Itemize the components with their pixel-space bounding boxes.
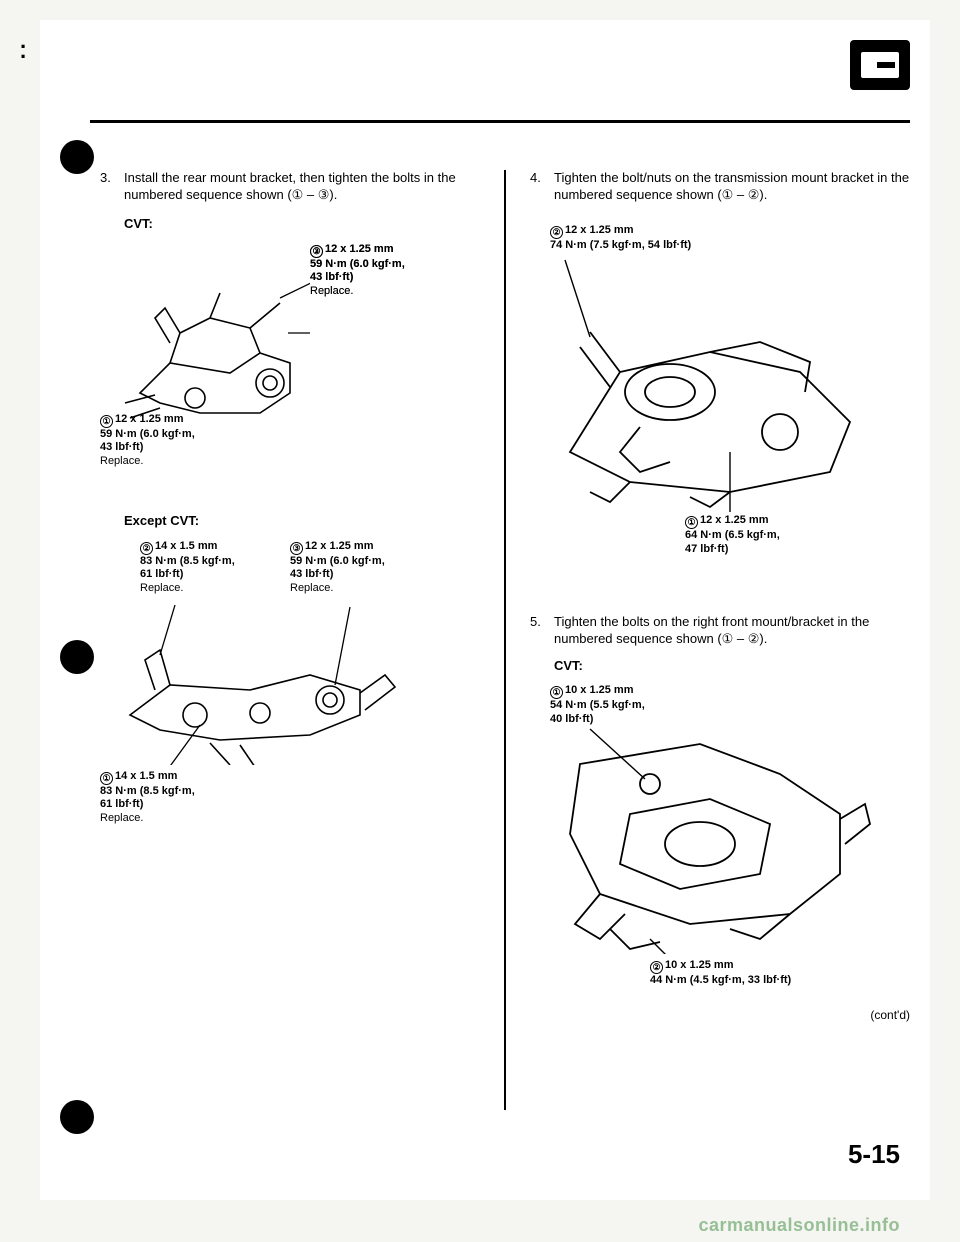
step-text: Tighten the bolt/nuts on the transmissio… xyxy=(554,170,910,204)
callout-note: Replace. xyxy=(100,455,143,467)
callout-torque: 59 N·m (6.0 kgf·m, xyxy=(100,428,195,440)
callout-torque2: 43 lbf·ft) xyxy=(100,441,143,453)
callout-torque: 83 N·m (8.5 kgf·m, xyxy=(140,555,235,567)
step-text: Tighten the bolts on the right front mou… xyxy=(554,614,910,648)
figure-cvt: ③12 x 1.25 mm 59 N·m (6.0 kgf·m, 43 lbf·… xyxy=(100,243,480,463)
watermark: carmanualsonline.info xyxy=(698,1215,900,1236)
callout-size: 12 x 1.25 mm xyxy=(565,224,634,236)
engine-icon xyxy=(850,40,910,90)
callout-size: 14 x 1.5 mm xyxy=(155,540,217,552)
callout-torque: 83 N·m (8.5 kgf·m, xyxy=(100,785,195,797)
callout-torque2: 40 lbf·ft) xyxy=(550,713,593,725)
step-3: 3. Install the rear mount bracket, then … xyxy=(100,170,480,204)
callout-torque2: 43 lbf·ft) xyxy=(310,271,353,283)
step-number: 5. xyxy=(530,614,554,648)
figure-front-mount: ①10 x 1.25 mm 54 N·m (5.5 kgf·m, 40 lbf·… xyxy=(530,684,910,994)
section-bullet xyxy=(60,640,94,674)
callout-size: 12 x 1.25 mm xyxy=(700,514,769,526)
callout-torque: 74 N·m (7.5 kgf·m, 54 lbf·ft) xyxy=(550,239,691,251)
callout-note: Replace. xyxy=(100,812,143,824)
callout-torque2: 43 lbf·ft) xyxy=(290,568,333,580)
callout-num: ① xyxy=(685,516,698,529)
header-rule xyxy=(90,120,910,123)
callout-torque2: 47 lbf·ft) xyxy=(685,543,728,555)
callout-num: ② xyxy=(550,226,563,239)
callout-torque: 44 N·m (4.5 kgf·m, 33 lbf·ft) xyxy=(650,974,791,986)
column-divider xyxy=(504,170,506,1110)
step-number: 4. xyxy=(530,170,554,204)
step-number: 3. xyxy=(100,170,124,204)
margin-dots: ·· xyxy=(20,42,27,62)
right-column: 4. Tighten the bolt/nuts on the transmis… xyxy=(510,170,910,1140)
figure-transmission-mount: ②12 x 1.25 mm 74 N·m (7.5 kgf·m, 54 lbf·… xyxy=(530,224,910,554)
cvt-label: CVT: xyxy=(124,216,480,233)
callout-num: ③ xyxy=(290,542,303,555)
callout-torque: 64 N·m (6.5 kgf·m, xyxy=(685,529,780,541)
callout-num: ② xyxy=(310,245,323,258)
contd-label: (cont'd) xyxy=(530,1008,910,1024)
callout-num: ② xyxy=(140,542,153,555)
callout-torque: 59 N·m (6.0 kgf·m, xyxy=(290,555,385,567)
callout-size: 12 x 1.25 mm xyxy=(305,540,374,552)
step-text: Install the rear mount bracket, then tig… xyxy=(124,170,480,204)
cvt-label: CVT: xyxy=(554,658,910,675)
callout-note: Replace. xyxy=(140,582,183,594)
mount-drawing xyxy=(530,724,890,954)
section-bullet xyxy=(60,140,94,174)
callout-torque: 59 N·m (6.0 kgf·m, xyxy=(310,258,405,270)
step-4: 4. Tighten the bolt/nuts on the transmis… xyxy=(530,170,910,204)
bracket-drawing xyxy=(100,595,410,765)
callout-torque: 54 N·m (5.5 kgf·m, xyxy=(550,699,645,711)
callout-torque2: 61 lbf·ft) xyxy=(140,568,183,580)
left-column: 3. Install the rear mount bracket, then … xyxy=(100,170,500,1140)
callout-note: Replace. xyxy=(290,582,333,594)
callout-num: ① xyxy=(100,415,113,428)
callout-size: 12 x 1.25 mm xyxy=(115,413,184,425)
callout-note: Replace. xyxy=(310,285,353,297)
callout-size: 10 x 1.25 mm xyxy=(565,684,634,696)
bracket-drawing xyxy=(110,263,310,433)
callout-num: ② xyxy=(650,961,663,974)
section-bullet xyxy=(60,1100,94,1134)
page-number: 5-15 xyxy=(848,1139,900,1170)
figure-except-cvt: ②14 x 1.5 mm 83 N·m (8.5 kgf·m, 61 lbf·f… xyxy=(100,540,480,820)
except-cvt-label: Except CVT: xyxy=(124,513,480,530)
callout-torque2: 61 lbf·ft) xyxy=(100,798,143,810)
callout-size: 12 x 1.25 mm xyxy=(325,243,394,255)
step-5: 5. Tighten the bolts on the right front … xyxy=(530,614,910,648)
callout-size: 14 x 1.5 mm xyxy=(115,770,177,782)
callout-size: 10 x 1.25 mm xyxy=(665,959,734,971)
callout-num: ① xyxy=(100,772,113,785)
callout-num: ① xyxy=(550,686,563,699)
mount-drawing xyxy=(530,252,890,512)
